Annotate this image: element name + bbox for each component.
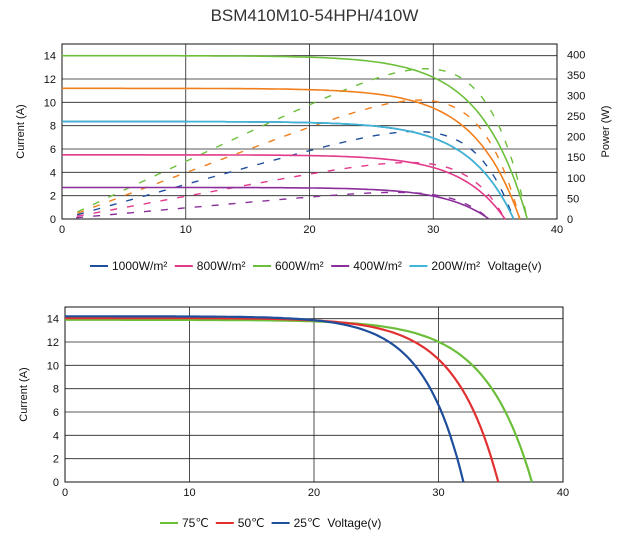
y2-axis-label: Power (W) [600,106,612,158]
y-tick-label: 8 [53,384,59,396]
y-tick-label: 12 [47,337,59,349]
plot-frame [64,306,564,483]
y-tick-label: 10 [47,360,59,372]
x-tick-label: 10 [180,224,192,236]
iv-curve [62,54,529,220]
y-tick-label: 4 [50,167,56,179]
legend-label: 75℃ [182,516,209,530]
legend-label: 400W/m² [353,259,402,273]
legend-label: 1000W/m² [112,259,167,273]
legend-label: 800W/m² [197,259,246,273]
x-tick-label: 20 [308,487,320,499]
y2-tick-label: 300 [567,90,585,102]
x-tick-label: 0 [59,224,65,236]
y2-tick-label: 0 [567,214,573,226]
y-tick-label: 6 [53,407,59,419]
y-axis-label: Current (A) [15,104,27,158]
iv-curve [65,318,533,483]
legend-label: Voltage(v) [327,516,381,530]
y2-tick-label: 150 [567,152,585,164]
legend-label: Voltage(v) [488,259,542,273]
y-tick-label: 10 [44,97,56,109]
y-tick-label: 4 [53,430,59,442]
iv-curve [62,87,521,220]
y-tick-label: 0 [50,214,56,226]
y-tick-label: 8 [50,121,56,133]
chart-title: BSM410M10-54HPH/410W [210,6,419,25]
y2-tick-label: 200 [567,132,585,144]
legend-label: 600W/m² [275,259,324,273]
x-tick-label: 10 [183,487,195,499]
y-tick-label: 14 [47,314,59,326]
y-tick-label: 6 [50,144,56,156]
y-tick-label: 2 [53,454,59,466]
y-tick-label: 2 [50,191,56,203]
iv-curve [65,315,465,483]
iv-curve [65,317,500,483]
x-tick-label: 30 [427,224,439,236]
x-tick-label: 40 [551,224,563,236]
legend-label: 200W/m² [431,259,480,273]
y2-tick-label: 50 [567,193,579,205]
y-tick-label: 0 [53,477,59,489]
x-tick-label: 0 [62,487,68,499]
power-curve [76,191,490,220]
y2-tick-label: 100 [567,173,585,185]
y2-tick-label: 350 [567,70,585,82]
x-tick-label: 40 [557,487,569,499]
power-curve [76,130,515,220]
plot-frame [61,43,558,220]
legend-label: 50℃ [238,516,265,530]
x-tick-label: 30 [432,487,444,499]
x-tick-label: 20 [303,224,315,236]
y2-tick-label: 400 [567,49,585,61]
legend-label: 25℃ [294,516,321,530]
y-tick-label: 14 [44,51,56,63]
power-curve [76,161,506,220]
y-axis-label: Current (A) [18,367,30,421]
y-tick-label: 12 [44,74,56,86]
iv-curve [62,120,515,220]
iv-curve [62,154,506,220]
y2-tick-label: 250 [567,111,585,123]
